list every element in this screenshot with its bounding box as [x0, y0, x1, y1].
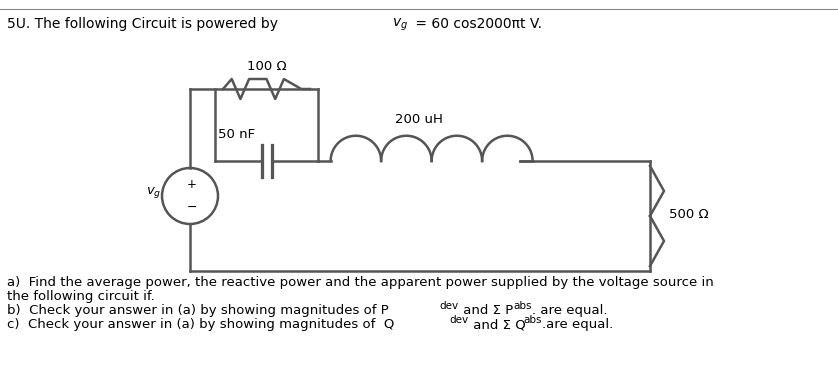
Text: b)  Check your answer in (a) by showing magnitudes of P: b) Check your answer in (a) by showing m…	[7, 304, 389, 317]
Text: the following circuit if.: the following circuit if.	[7, 290, 155, 303]
Text: c)  Check your answer in (a) by showing magnitudes of  Q: c) Check your answer in (a) by showing m…	[7, 318, 395, 331]
Text: $v_g$: $v_g$	[147, 186, 162, 200]
Text: $v_g$: $v_g$	[392, 17, 408, 33]
Text: 5U. The following Circuit is powered by: 5U. The following Circuit is powered by	[7, 17, 282, 31]
Text: −: −	[187, 200, 197, 213]
Text: dev: dev	[449, 315, 468, 325]
Text: abs: abs	[523, 315, 541, 325]
Text: 100 Ω: 100 Ω	[246, 60, 287, 73]
Text: .are equal.: .are equal.	[542, 318, 613, 331]
Text: abs: abs	[513, 301, 531, 311]
Text: 200 uH: 200 uH	[395, 113, 443, 126]
Text: and Σ Q: and Σ Q	[469, 318, 525, 331]
Text: = 60 cos2000πt V.: = 60 cos2000πt V.	[411, 17, 542, 31]
Text: +: +	[187, 178, 197, 191]
Text: a)  Find the average power, the reactive power and the apparent power supplied b: a) Find the average power, the reactive …	[7, 276, 714, 289]
Text: 500 Ω: 500 Ω	[669, 207, 709, 220]
Text: and Σ P: and Σ P	[459, 304, 513, 317]
Text: 50 nF: 50 nF	[218, 128, 255, 141]
Text: . are equal.: . are equal.	[532, 304, 608, 317]
Text: dev: dev	[439, 301, 458, 311]
